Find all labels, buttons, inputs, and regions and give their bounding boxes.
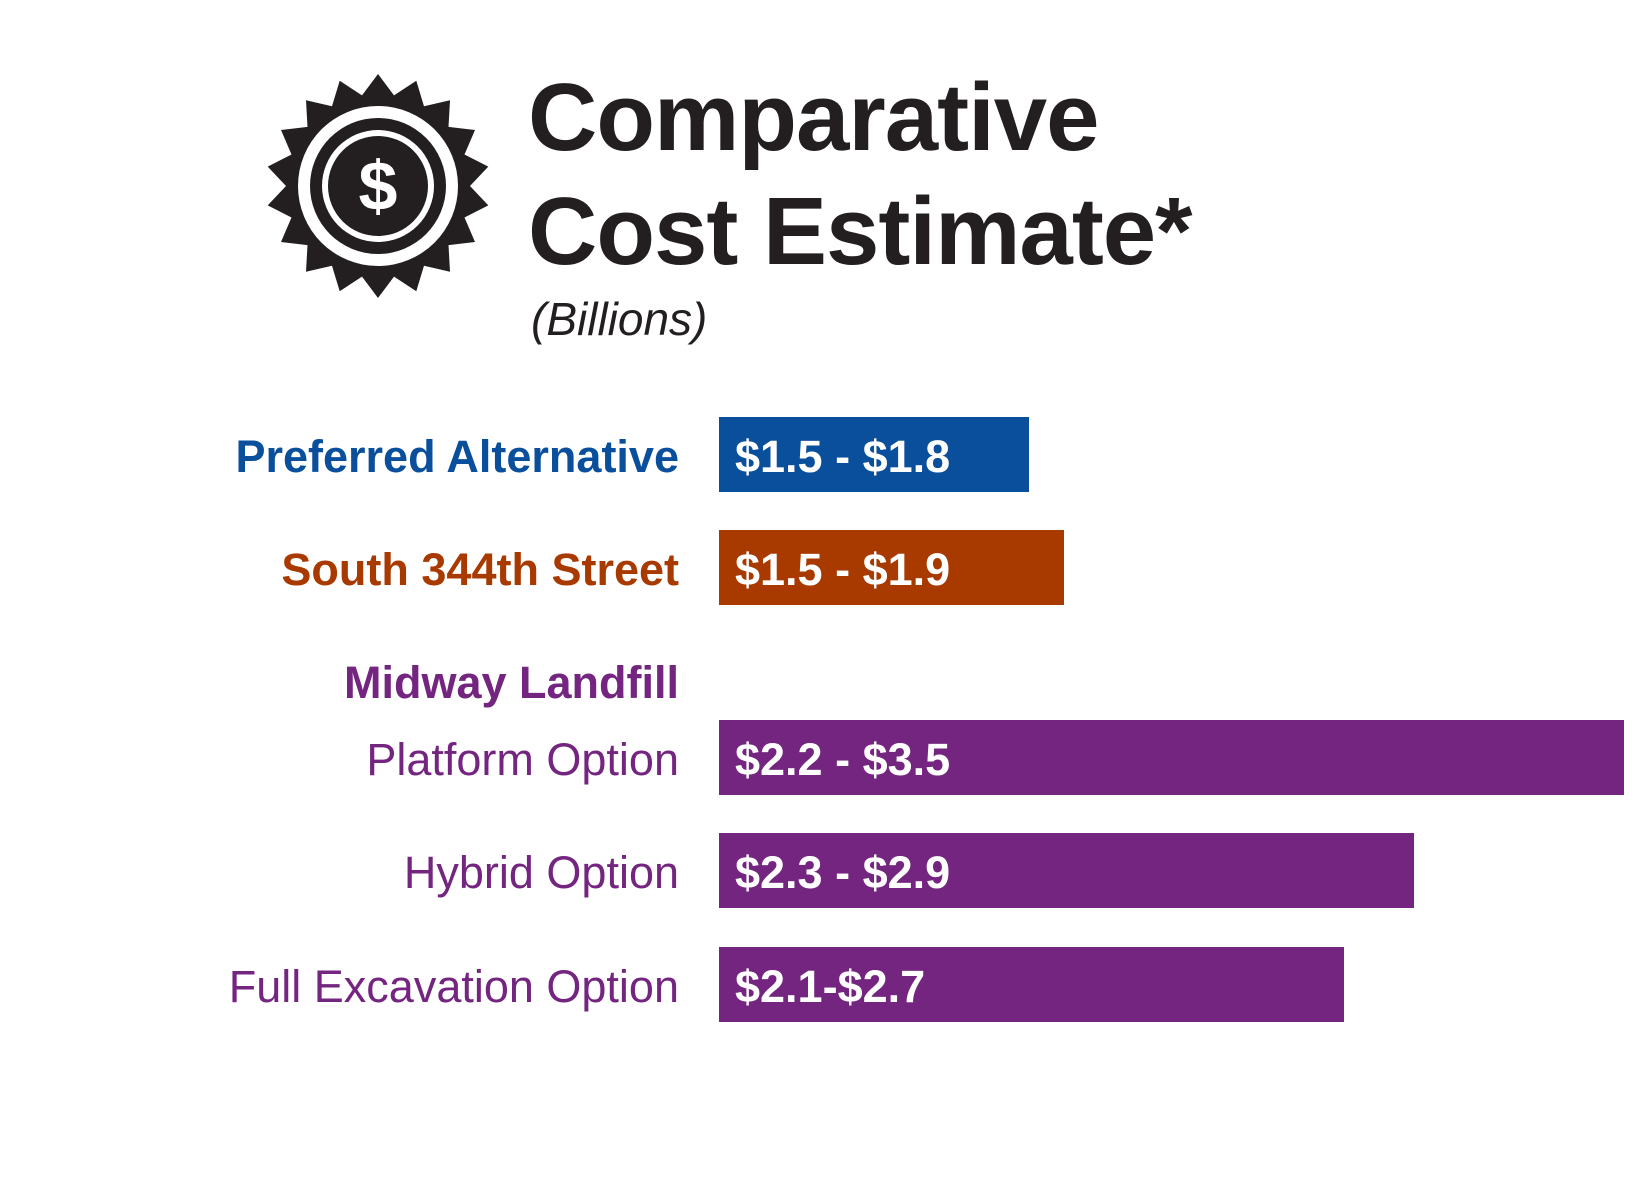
bar-value-label: $2.2 - $3.5 bbox=[735, 734, 951, 785]
row-label-full-excavation-option: Full Excavation Option bbox=[228, 961, 679, 1012]
bar-preferred-alternative bbox=[719, 417, 1029, 492]
row-label-preferred-alternative: Preferred Alternative bbox=[235, 431, 679, 482]
row-label-hybrid-option: Hybrid Option bbox=[403, 847, 679, 898]
bar-platform-option bbox=[719, 720, 1624, 795]
row-label-south-344th-street: South 344th Street bbox=[281, 544, 679, 595]
bar-value-label: $2.3 - $2.9 bbox=[735, 847, 951, 898]
svg-text:$: $ bbox=[359, 147, 398, 225]
chart-title-line-2: Cost Estimate* bbox=[528, 178, 1193, 285]
bar-full-excavation-option bbox=[719, 947, 1344, 1022]
chart-subtitle: (Billions) bbox=[531, 293, 708, 345]
dollar-badge-icon: $ bbox=[267, 74, 489, 298]
bar-value-label: $1.5 - $1.8 bbox=[735, 431, 951, 482]
bar-value-label: $1.5 - $1.9 bbox=[735, 544, 951, 595]
row-label-platform-option: Platform Option bbox=[366, 734, 679, 785]
chart-title-line-1: Comparative bbox=[528, 64, 1100, 171]
bar-value-label: $2.1-$2.7 bbox=[735, 961, 926, 1012]
bar-hybrid-option bbox=[719, 833, 1414, 908]
group-heading-midway-landfill: Midway Landfill bbox=[343, 657, 679, 708]
bar-south-344th-street bbox=[719, 530, 1064, 605]
